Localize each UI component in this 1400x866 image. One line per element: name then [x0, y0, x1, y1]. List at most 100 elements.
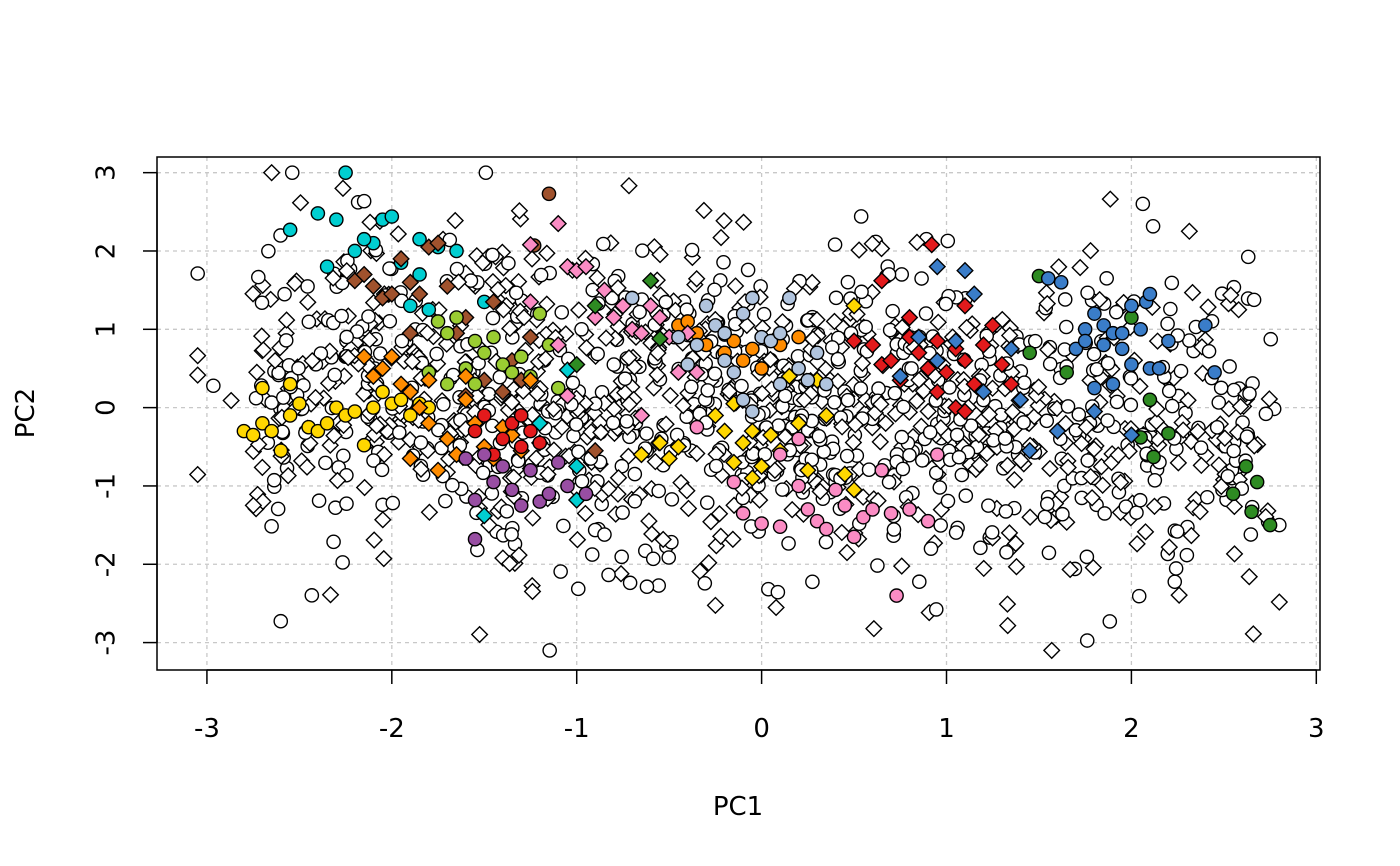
series-11-point-1 — [478, 448, 491, 461]
background-point — [335, 309, 348, 322]
series-13-point-1 — [737, 507, 750, 520]
background-point — [191, 267, 204, 280]
background-point — [1134, 494, 1147, 507]
series-13-point-15 — [890, 589, 903, 602]
background-point — [636, 244, 649, 257]
background-point — [446, 479, 459, 492]
background-point — [500, 505, 513, 518]
background-point — [872, 382, 885, 395]
background-point — [207, 379, 220, 392]
background-point — [1146, 220, 1159, 233]
y-tick-label-1: -2 — [92, 551, 122, 577]
background-point — [1000, 546, 1013, 559]
background-point — [319, 456, 332, 469]
background-point — [340, 497, 353, 510]
series-17-point-11 — [1143, 287, 1156, 300]
background-point — [855, 210, 868, 223]
background-point — [1041, 497, 1054, 510]
series-0-point-12 — [256, 381, 269, 394]
background-point — [278, 288, 291, 301]
series-12-point-0 — [550, 216, 566, 232]
series-9-point-0 — [468, 425, 481, 438]
series-17-point-16 — [1208, 366, 1221, 379]
series-14-point-8 — [746, 291, 759, 304]
background-point — [1101, 357, 1114, 370]
background-point — [570, 418, 583, 431]
series-0-point-22 — [357, 439, 370, 452]
series-2-point-0 — [284, 223, 297, 236]
background-point — [1161, 317, 1174, 330]
background-point — [1044, 357, 1057, 370]
background-point — [896, 462, 909, 475]
background-point — [1124, 398, 1137, 411]
background-point — [362, 214, 378, 230]
background-point — [941, 234, 954, 247]
background-point — [357, 480, 373, 496]
series-0-point-14 — [348, 405, 361, 418]
background-point — [1243, 387, 1256, 400]
background-point — [1168, 575, 1181, 588]
background-point — [620, 415, 633, 428]
background-point — [1164, 302, 1177, 315]
x-tick-label-6: 3 — [1308, 714, 1325, 744]
series-13-point-4 — [792, 479, 805, 492]
series-11-point-10 — [579, 487, 592, 500]
y-tick-label-5: 2 — [92, 243, 122, 260]
background-point — [839, 545, 855, 561]
background-point — [249, 365, 265, 381]
background-point — [939, 297, 952, 310]
series-14-point-12 — [783, 291, 796, 304]
background-point — [422, 504, 438, 520]
series-6-point-4 — [468, 334, 481, 347]
background-point — [525, 510, 541, 526]
background-point — [768, 600, 784, 616]
background-point — [277, 391, 290, 404]
background-point — [1100, 272, 1113, 285]
background-point — [286, 166, 299, 179]
series-9-point-8 — [515, 409, 528, 422]
series-14-point-2 — [690, 338, 703, 351]
series-17-point-1 — [1055, 276, 1068, 289]
background-point — [1242, 250, 1255, 263]
series-17-point-0 — [1042, 272, 1055, 285]
background-point — [1059, 293, 1072, 306]
background-point — [924, 426, 937, 439]
x-tick-label-5: 2 — [1123, 714, 1140, 744]
background-point — [1072, 260, 1088, 276]
background-point — [255, 460, 271, 476]
background-point — [685, 380, 698, 393]
background-point — [493, 371, 506, 384]
background-point — [933, 481, 946, 494]
background-point — [1098, 507, 1111, 520]
background-point — [1211, 421, 1224, 434]
series-0-point-15 — [367, 401, 380, 414]
series-14-point-7 — [737, 307, 750, 320]
series-13-point-21 — [792, 432, 805, 445]
background-point — [1201, 491, 1214, 504]
background-point — [1194, 441, 1207, 454]
background-point — [624, 576, 637, 589]
background-point — [1081, 634, 1094, 647]
series-17-point-4 — [1088, 307, 1101, 320]
series-6-point-11 — [533, 307, 546, 320]
background-point — [393, 426, 406, 439]
background-point — [930, 603, 943, 616]
background-point — [831, 353, 844, 366]
background-point — [555, 306, 568, 319]
background-point — [414, 436, 427, 449]
background-point — [681, 501, 697, 517]
series-2-point-4 — [348, 244, 361, 257]
x-axis: -3 -2 -1 0 1 2 3 — [194, 670, 1325, 744]
background-point — [828, 238, 841, 251]
series-14-point-5 — [718, 354, 731, 367]
background-point — [708, 598, 724, 614]
series-15-point-7 — [1147, 450, 1160, 463]
background-point — [450, 262, 463, 275]
series-0-point-5 — [284, 409, 297, 422]
series-17-point-20 — [1079, 334, 1092, 347]
background-point — [862, 463, 875, 476]
series-8-point-7 — [755, 362, 768, 375]
series-2-point-3 — [339, 166, 352, 179]
background-point — [223, 393, 239, 409]
background-point — [557, 519, 570, 532]
